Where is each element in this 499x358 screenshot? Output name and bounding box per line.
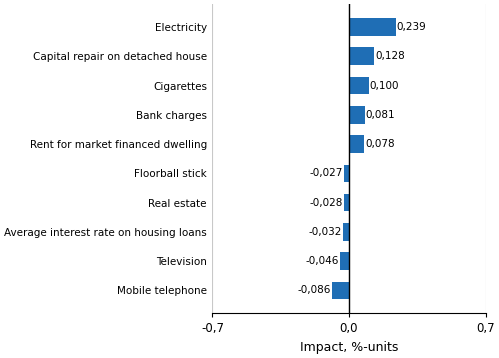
- Text: -0,027: -0,027: [309, 168, 343, 178]
- Bar: [349, 135, 364, 153]
- Bar: [343, 223, 349, 241]
- Text: 0,078: 0,078: [365, 139, 395, 149]
- Bar: [349, 106, 365, 124]
- Bar: [349, 77, 368, 94]
- Bar: [349, 18, 396, 36]
- Bar: [344, 165, 349, 182]
- Text: 0,239: 0,239: [397, 22, 426, 32]
- Text: -0,032: -0,032: [308, 227, 342, 237]
- Text: 0,100: 0,100: [369, 81, 399, 91]
- Bar: [332, 282, 349, 299]
- Text: 0,128: 0,128: [375, 51, 405, 61]
- Bar: [340, 252, 349, 270]
- X-axis label: Impact, %-units: Impact, %-units: [300, 341, 398, 354]
- Text: -0,086: -0,086: [298, 285, 331, 295]
- Text: -0,046: -0,046: [306, 256, 339, 266]
- Text: -0,028: -0,028: [309, 198, 342, 208]
- Bar: [343, 194, 349, 211]
- Text: 0,081: 0,081: [366, 110, 395, 120]
- Bar: [349, 48, 374, 65]
